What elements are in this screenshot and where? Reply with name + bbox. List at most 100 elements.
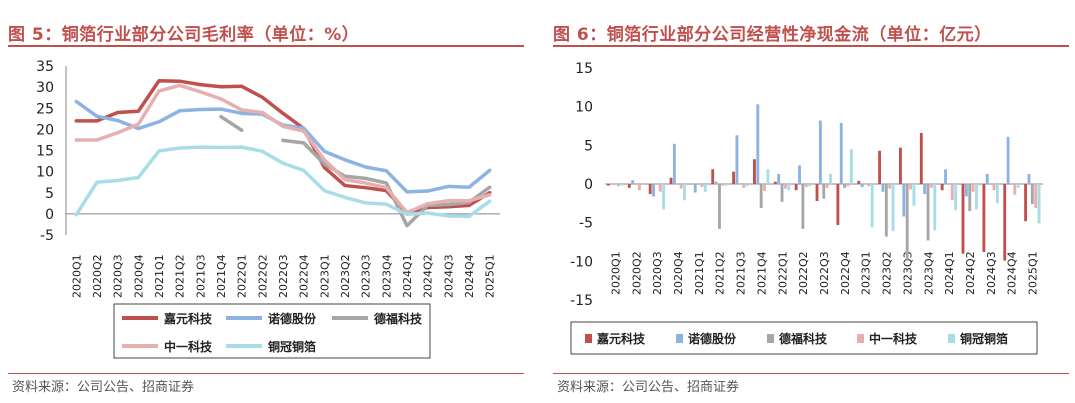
left-legend-label: 德福科技 [374, 311, 423, 326]
left-x-tick-label: 2024Q1 [401, 254, 414, 298]
right-bar [683, 184, 686, 201]
right-bar [982, 184, 986, 253]
left-y-tick-label: 15 [36, 144, 54, 160]
left-series-point [364, 201, 368, 205]
right-bar [912, 184, 916, 206]
left-series-point [281, 138, 285, 142]
right-x-tick-label: 2023Q2 [881, 251, 894, 295]
left-series-point [178, 83, 182, 88]
right-bar-chart: -15 -10 -5 0 5 10 15 2020Q1 2020Q2 2020Q3 2020Q4 20… [570, 61, 1043, 355]
left-chart-panel: 图 5：铜箔行业部分公司毛利率（单位：%） -5 0 5 10 15 20 25 30 35 20… [0, 0, 530, 403]
right-bar [1024, 184, 1028, 222]
left-series-point [219, 85, 223, 89]
left-legend-label: 嘉元科技 [163, 311, 213, 326]
left-series-point [157, 89, 161, 93]
left-series-point [157, 120, 161, 124]
left-x-tick-label: 2021Q2 [174, 254, 187, 298]
left-series-point [364, 186, 368, 190]
left-x-tick-label: 2021Q4 [215, 254, 228, 298]
left-series-point [219, 115, 223, 119]
left-series-point [446, 199, 450, 203]
left-x-tick-label: 2022Q3 [277, 254, 290, 298]
left-series-point [426, 202, 430, 206]
right-bar [818, 120, 822, 184]
right-bar [849, 149, 853, 184]
right-y-tick-label: -15 [570, 293, 593, 309]
left-x-tick-label: 2023Q3 [360, 254, 373, 298]
left-series-point [136, 122, 140, 126]
right-x-tick-label: 2021Q2 [714, 251, 727, 295]
left-legend-label: 铜冠铜箔 [268, 339, 316, 354]
right-bar [1027, 173, 1031, 184]
left-source-rule [8, 373, 524, 374]
left-series-point [198, 90, 202, 94]
left-title-rule [8, 45, 524, 47]
left-series-point [74, 213, 78, 217]
right-bar [808, 184, 812, 187]
right-x-tick-label: 2023Q1 [860, 251, 873, 295]
right-bar [637, 184, 641, 191]
left-series [74, 145, 492, 219]
left-series-point [405, 190, 409, 194]
right-bar [766, 169, 770, 184]
right-bar [1030, 184, 1034, 205]
right-bar [780, 184, 784, 202]
right-bar [923, 184, 927, 195]
left-series-point [343, 158, 347, 162]
right-legend-label: 德福科技 [779, 331, 828, 346]
left-series-point [446, 184, 450, 189]
left-x-tick-label: 2020Q3 [112, 254, 125, 298]
right-bar [1006, 136, 1010, 184]
left-series-line [219, 114, 244, 132]
left-series-point [384, 181, 388, 185]
right-bar [846, 184, 850, 187]
left-y-tick-label: 30 [36, 80, 54, 96]
right-x-tick-label: 2023Q3 [901, 251, 914, 295]
right-bar [742, 184, 746, 188]
right-bar [954, 184, 958, 211]
right-bar [829, 173, 832, 184]
left-series-point [405, 224, 409, 228]
left-series-point [467, 203, 471, 208]
right-bar [787, 184, 791, 191]
right-bar [985, 173, 989, 184]
right-y-tick-label: 5 [584, 138, 593, 154]
right-bar [926, 184, 930, 241]
left-series-point [240, 111, 244, 115]
left-series-point [364, 181, 368, 185]
left-x-tick-label: 2023Q1 [318, 254, 331, 298]
right-source-note: 资料来源：公司公告、招商证券 [557, 380, 740, 395]
left-series-point [116, 118, 120, 123]
right-bar [929, 184, 933, 188]
right-bar [839, 122, 843, 184]
left-series-point [219, 145, 223, 150]
right-bar [756, 104, 760, 184]
right-bar [693, 184, 697, 193]
right-legend: 嘉元科技 诺德股份 德福科技 中一科技 铜冠铜箔 [570, 321, 1038, 355]
right-y-tick-label: -5 [579, 216, 593, 232]
left-y-tick-label: 0 [45, 207, 54, 223]
left-chart-title: 图 5：铜箔行业部分公司毛利率（单位：%） [8, 25, 360, 45]
right-source-rule [553, 373, 1069, 374]
left-x-tick-label: 2021Q1 [153, 254, 166, 298]
left-series-point [302, 168, 306, 172]
right-bar [1003, 184, 1007, 261]
left-series-point [384, 202, 388, 206]
left-series-point [322, 162, 326, 166]
right-bar [975, 184, 978, 210]
left-legend-label: 中一科技 [164, 339, 213, 354]
left-series-point [116, 178, 120, 183]
left-series-point [322, 189, 326, 193]
left-x-tick-label: 2025Q1 [484, 254, 497, 298]
left-series-point [116, 131, 120, 135]
left-series-point [446, 214, 450, 218]
left-series-point [405, 212, 409, 216]
left-series-point [488, 185, 492, 189]
left-series-point [95, 138, 99, 142]
right-x-tick-label: 2024Q4 [1006, 251, 1019, 295]
right-bar [899, 147, 902, 184]
left-x-tick-label: 2020Q1 [70, 254, 83, 298]
right-bar [992, 184, 996, 191]
left-x-tick-label: 2022Q1 [236, 254, 249, 298]
left-series-point [116, 110, 120, 115]
